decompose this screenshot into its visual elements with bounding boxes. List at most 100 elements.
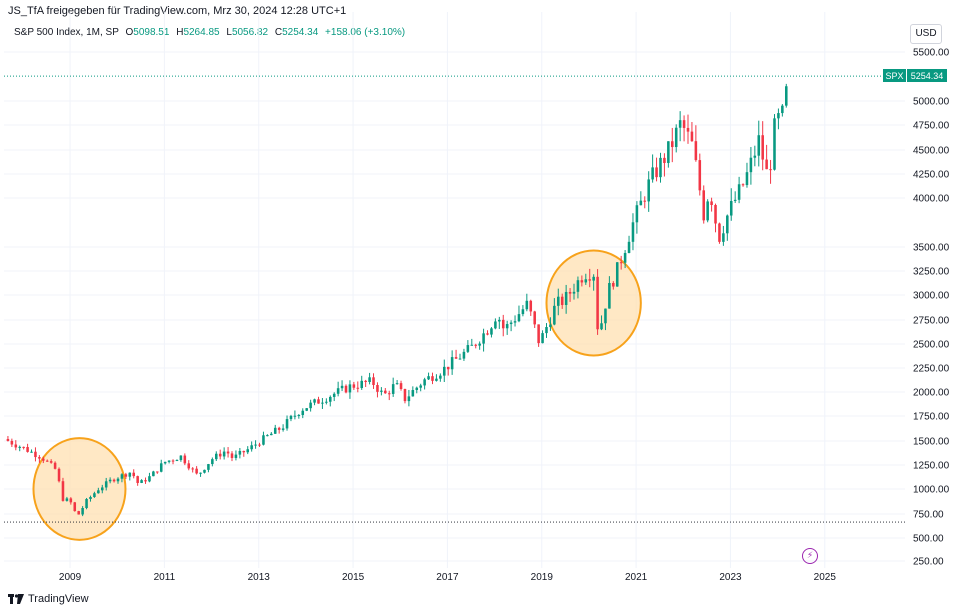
candle-body (45, 460, 49, 462)
candle-body (34, 451, 37, 458)
candle-body (513, 321, 517, 323)
low-label: L (226, 27, 232, 38)
currency-button[interactable]: USD (910, 24, 942, 44)
candle-body (53, 462, 57, 469)
candle-body (195, 468, 198, 474)
candle-body (745, 172, 749, 186)
candle-body (214, 453, 218, 460)
candle-body (521, 309, 525, 315)
candle-body (285, 419, 289, 429)
candle-body (733, 199, 737, 202)
candle-body (682, 120, 686, 128)
candle-body (159, 463, 163, 472)
candle-body (329, 396, 332, 402)
candle-body (368, 377, 371, 383)
candle-body (494, 321, 497, 329)
candle-body (97, 490, 100, 494)
candle-body (340, 385, 344, 389)
price-tag-bg (907, 69, 947, 82)
candle-body (104, 481, 108, 488)
candle-body (124, 474, 128, 477)
candle-body (568, 291, 572, 294)
candle-body (211, 459, 214, 465)
candle-body (26, 447, 29, 452)
candle-body (309, 402, 312, 409)
candle-body (238, 450, 242, 455)
candle-body (525, 300, 529, 310)
y-tick-label: 1750.00 (913, 412, 950, 423)
candle-body (171, 460, 175, 462)
candle-body (482, 333, 485, 344)
candle-body (659, 157, 662, 178)
candle-body (218, 453, 222, 457)
candle-body (289, 415, 293, 420)
time-axis[interactable]: 2009 2011 2013 2015 2017 2019 2021 2023 2025 (59, 572, 836, 583)
candle-body (690, 131, 694, 142)
high-label: H (176, 27, 184, 38)
candle-body (498, 319, 501, 322)
y-tick-label: 2250.00 (913, 364, 950, 375)
candle-body (38, 457, 41, 459)
candle-body (757, 135, 761, 156)
candle-body (281, 428, 285, 430)
candle-body (726, 215, 729, 234)
y-tick-label: 750.00 (913, 510, 944, 521)
candle-body (372, 377, 375, 386)
candle-body (537, 324, 540, 344)
symbol-legend: S&P 500 Index, 1M, SP O5098.51 H5264.85 … (14, 27, 405, 38)
candle-body (18, 446, 22, 448)
candle-body (470, 344, 474, 346)
candle-body (415, 387, 419, 391)
candle-body (781, 105, 784, 114)
candle-body (222, 451, 226, 457)
candle-body (250, 445, 253, 450)
candle-body (61, 481, 65, 501)
candle-body (443, 366, 446, 376)
candle-body (714, 205, 717, 224)
candle-body (674, 127, 678, 148)
candle-body (89, 497, 92, 499)
candle-body (93, 493, 96, 498)
candle-body (167, 460, 171, 462)
symbol-name[interactable]: S&P 500 Index, 1M, SP (14, 27, 119, 38)
candle-body (230, 453, 234, 458)
candle-body (462, 351, 466, 359)
x-tick-label: 2013 (248, 572, 271, 583)
horizontal-lines (4, 75, 905, 523)
candle-body (501, 319, 505, 329)
close-label: C (274, 27, 283, 38)
candle-body (749, 157, 753, 173)
candle-body (773, 118, 776, 170)
candle-body (270, 433, 273, 436)
candle-body (592, 276, 595, 281)
candle-body (423, 379, 426, 386)
candle-body (112, 479, 116, 482)
lightning-icon[interactable]: ⚡ (802, 548, 818, 564)
candle-body (576, 280, 580, 292)
candle-body (242, 450, 246, 453)
candle-body (73, 502, 77, 512)
highlight-circle (32, 437, 127, 541)
candle-body (557, 296, 560, 306)
tradingview-logo[interactable]: TradingView (8, 593, 89, 605)
tv-logo-icon (8, 594, 24, 604)
candle-body (560, 296, 564, 305)
candle-body (14, 444, 18, 448)
candle-body (183, 455, 187, 464)
candle-body (313, 399, 316, 403)
x-tick-label: 2021 (625, 572, 648, 583)
price-axis[interactable]: 250.00 500.00 750.00 1000.00 1250.00 1500.00 1… (913, 48, 950, 568)
candle-body (647, 179, 650, 202)
candle-body (132, 472, 136, 477)
candle-body (336, 388, 340, 394)
candle-body (612, 283, 615, 287)
candle-body (785, 86, 788, 106)
candle-body (348, 384, 352, 393)
candle-body (293, 415, 297, 417)
candle-body (529, 300, 533, 312)
candle-body (761, 135, 764, 160)
y-tick-label: 2000.00 (913, 388, 950, 399)
candle-body (655, 167, 658, 178)
candle-body (615, 262, 619, 287)
